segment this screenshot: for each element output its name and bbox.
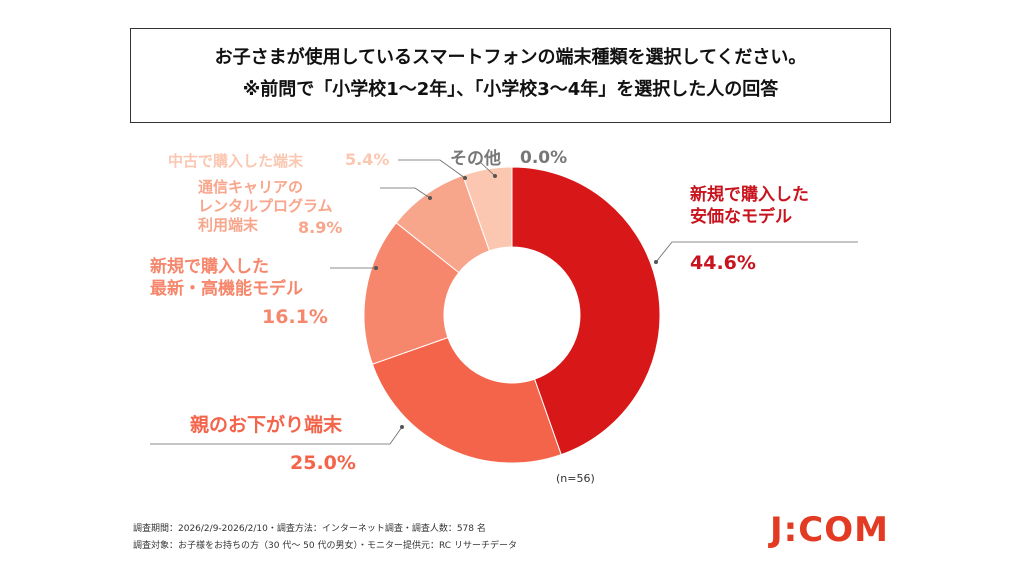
subtitle: ※前問で「小学校1～2年」、「小学校3～4年」を選択した人の回答 bbox=[242, 79, 779, 100]
slice bbox=[395, 174, 491, 274]
slice-label: 新規で購入した 最新・高機能モデル bbox=[150, 257, 303, 299]
slice-label: 新規で購入した 安価なモデル bbox=[690, 185, 809, 227]
value-label: 0.0% bbox=[520, 148, 568, 168]
slice-label: 中古で購入した端末 bbox=[168, 152, 304, 170]
value-label: 25.0% bbox=[290, 452, 356, 474]
slice bbox=[363, 222, 460, 365]
leader-dots bbox=[374, 174, 658, 429]
title-box: お子さまが使用しているスマートフォンの端末種類を選択してください。 ※前問で「小… bbox=[130, 28, 891, 123]
sample-note: (n=56) bbox=[556, 472, 595, 485]
value-label: 44.6% bbox=[690, 252, 756, 274]
slice bbox=[371, 336, 562, 464]
value-label: 16.1% bbox=[262, 306, 328, 328]
footnote: 調査期間：2026/2/9-2026/2/10・調査方法：インターネット調査・調… bbox=[133, 524, 486, 534]
logo: J:COM bbox=[770, 510, 889, 550]
title: お子さまが使用しているスマートフォンの端末種類を選択してください。 bbox=[214, 47, 807, 68]
value-label: 8.9% bbox=[298, 218, 343, 237]
footnote: 調査対象：お子様をお持ちの方（30 代～ 50 代の男女）・モニター提供元：RC… bbox=[133, 541, 517, 551]
slice-label: 通信キャリアの レンタルプログラム 利用端末 bbox=[198, 178, 333, 234]
slice-label: その他 bbox=[450, 149, 501, 169]
slice bbox=[511, 166, 661, 456]
slice-label: 親のお下がり端末 bbox=[190, 414, 343, 436]
value-label: 5.4% bbox=[345, 150, 390, 169]
leaders bbox=[150, 159, 858, 445]
